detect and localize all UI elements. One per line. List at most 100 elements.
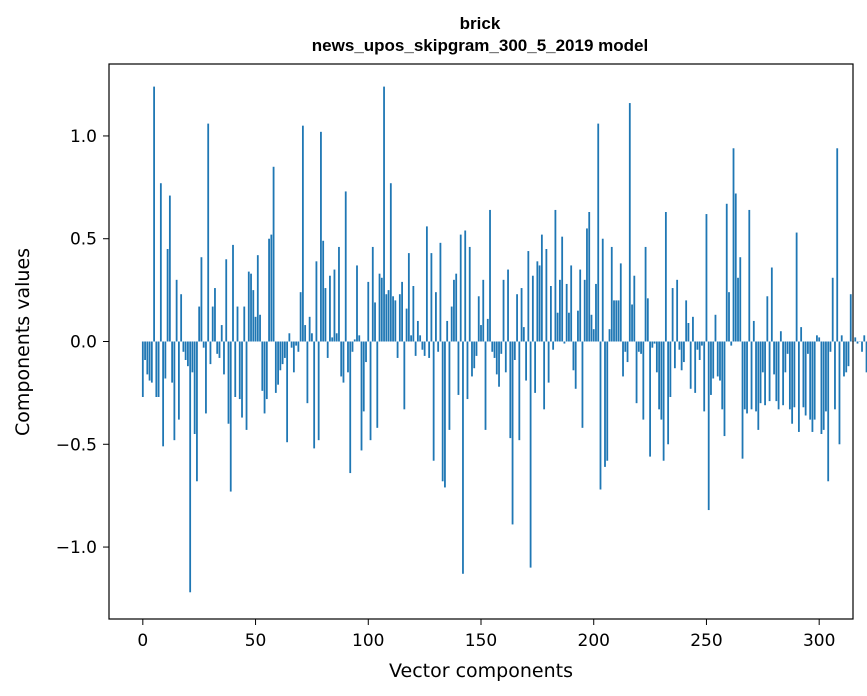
bar-64 <box>286 341 289 443</box>
bar-257 <box>721 341 724 410</box>
bar-176 <box>538 265 541 342</box>
bar-205 <box>604 341 606 467</box>
bar-201 <box>595 283 597 342</box>
bar-45 <box>243 306 246 342</box>
bar-40 <box>232 244 234 342</box>
bar-42 <box>236 306 239 342</box>
bar-167 <box>518 341 521 441</box>
bar-304 <box>827 341 830 482</box>
bar-272 <box>755 341 757 412</box>
bar-151 <box>482 279 485 342</box>
bar-177 <box>540 234 543 342</box>
bar-174 <box>534 341 537 393</box>
bar-85 <box>333 269 336 342</box>
bar-27 <box>202 341 205 348</box>
bar-243 <box>689 341 692 389</box>
bar-69 <box>297 341 300 352</box>
bar-256 <box>719 341 721 381</box>
bar-268 <box>746 341 748 414</box>
bar-184 <box>556 312 559 342</box>
bar-229 <box>658 341 661 410</box>
bar-38 <box>227 341 230 424</box>
bar-8 <box>159 183 162 342</box>
bar-77 <box>315 261 318 342</box>
bar-297 <box>811 341 814 432</box>
bar-282 <box>777 341 780 410</box>
bar-3 <box>148 341 151 381</box>
bar-11 <box>166 249 169 342</box>
bar-50 <box>254 316 257 342</box>
bar-52 <box>259 314 261 342</box>
bar-138 <box>453 279 455 342</box>
bar-260 <box>728 292 730 342</box>
bar-132 <box>439 242 442 342</box>
bar-148 <box>475 341 478 356</box>
bar-291 <box>797 341 800 432</box>
bar-33 <box>216 341 219 354</box>
bar-209 <box>613 300 615 342</box>
bar-94 <box>353 339 356 342</box>
bar-244 <box>692 316 694 342</box>
bar-160 <box>502 279 505 342</box>
bar-204 <box>601 238 604 342</box>
bar-82 <box>326 341 329 358</box>
bar-195 <box>581 341 584 428</box>
bar-253 <box>712 341 715 379</box>
bar-76 <box>313 341 316 449</box>
bar-133 <box>441 341 444 482</box>
bar-28 <box>205 341 207 414</box>
x-tick-label: 50 <box>245 631 267 651</box>
bar-70 <box>299 292 302 342</box>
bar-4 <box>150 341 153 383</box>
bar-67 <box>292 341 295 373</box>
bar-227 <box>653 341 656 344</box>
bar-123 <box>419 335 422 342</box>
bar-62 <box>281 341 284 365</box>
bar-245 <box>694 341 697 393</box>
bar-298 <box>813 341 816 420</box>
bar-75 <box>311 333 313 342</box>
bar-248 <box>701 341 703 346</box>
bar-83 <box>329 275 331 342</box>
bar-312 <box>845 341 848 373</box>
bar-188 <box>565 283 568 342</box>
bar-250 <box>705 214 708 342</box>
bar-301 <box>820 341 823 434</box>
bar-179 <box>545 249 548 342</box>
bar-134 <box>444 341 446 488</box>
bar-208 <box>610 246 613 342</box>
bar-117 <box>405 308 408 342</box>
bar-223 <box>644 246 647 342</box>
bar-154 <box>489 209 491 342</box>
bar-192 <box>574 341 577 389</box>
bar-100 <box>367 281 370 342</box>
bar-156 <box>493 341 496 358</box>
bar-79 <box>320 131 322 342</box>
bar-172 <box>529 341 532 568</box>
bar-295 <box>807 341 809 354</box>
bar-189 <box>568 312 570 342</box>
bar-232 <box>664 212 667 342</box>
bar-206 <box>606 341 609 461</box>
bar-87 <box>338 246 340 342</box>
bar-163 <box>509 341 512 439</box>
bar-13 <box>171 341 174 383</box>
bar-180 <box>547 341 550 383</box>
y-tick-label: −0.5 <box>56 435 97 455</box>
bar-25 <box>198 306 201 342</box>
bar-44 <box>241 341 243 418</box>
bar-173 <box>531 275 534 342</box>
bar-170 <box>525 341 527 381</box>
bar-275 <box>761 341 764 373</box>
x-tick-label: 250 <box>690 631 722 651</box>
bar-317 <box>856 341 859 344</box>
bar-187 <box>563 341 566 344</box>
bar-43 <box>238 341 241 400</box>
bar-5 <box>153 86 155 342</box>
bar-186 <box>561 236 564 342</box>
bar-46 <box>245 341 248 430</box>
bar-21 <box>189 341 192 593</box>
bar-290 <box>795 232 798 342</box>
bar-58 <box>272 166 275 342</box>
bar-145 <box>468 246 471 342</box>
